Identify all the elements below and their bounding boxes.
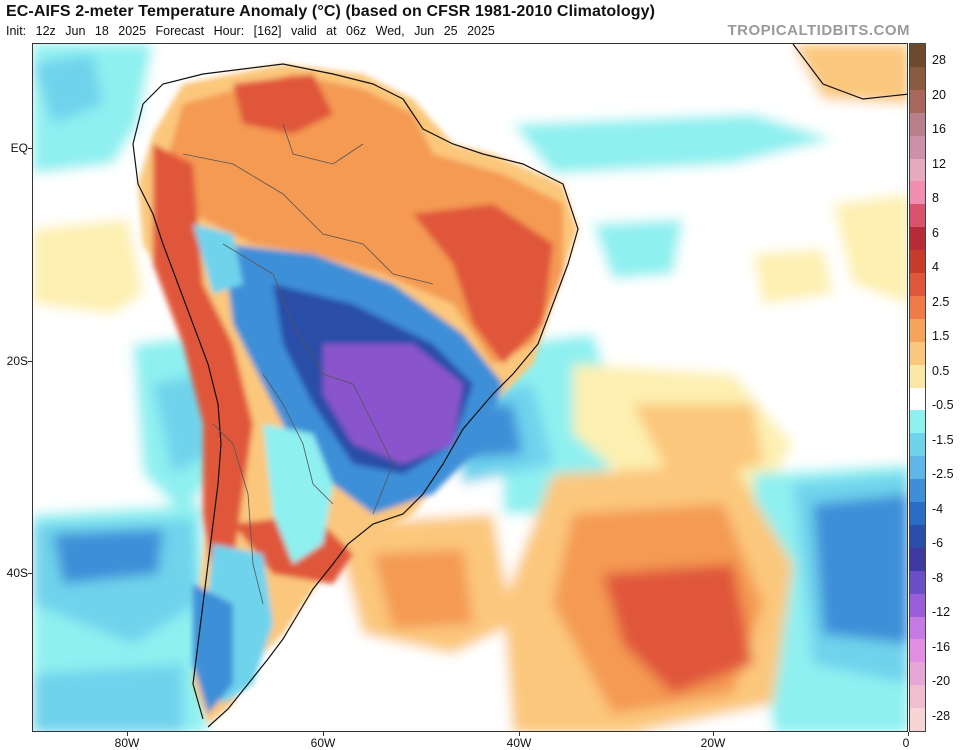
- colorbar-swatch: [910, 571, 925, 595]
- colorbar-swatch: [910, 113, 925, 137]
- lat-tick: [28, 148, 32, 149]
- colorbar-swatch: [910, 250, 925, 274]
- lat-tick: [28, 361, 32, 362]
- colorbar-swatch: [910, 44, 925, 68]
- anomaly-map-canvas: [33, 44, 908, 732]
- colorbar-swatch: [910, 410, 925, 434]
- colorbar-swatch: [910, 296, 925, 320]
- colorbar-label: 0.5: [932, 364, 949, 378]
- colorbar-swatch: [910, 708, 925, 732]
- colorbar-label: 8: [932, 191, 939, 205]
- colorbar-swatch: [910, 227, 925, 251]
- colorbar-label: -16: [932, 640, 950, 654]
- colorbar-label: -1.5: [932, 433, 954, 447]
- colorbar-swatch: [910, 548, 925, 572]
- forecast-info: Init: 12z Jun 18 2025 Forecast Hour: [16…: [6, 24, 495, 38]
- colorbar-swatch: [910, 685, 925, 709]
- colorbar-swatch: [910, 617, 925, 641]
- map-title: EC-AIFS 2-meter Temperature Anomaly (°C)…: [6, 3, 655, 21]
- lat-tick: [28, 573, 32, 574]
- colorbar-label: 4: [932, 260, 939, 274]
- lon-label-80w: 80W: [115, 736, 140, 750]
- watermark: TROPICALTIDBITS.COM: [727, 22, 910, 39]
- colorbar-label: 12: [932, 157, 946, 171]
- colorbar-label: 16: [932, 122, 946, 136]
- colorbar-swatch: [910, 136, 925, 160]
- lon-label-20w: 20W: [701, 736, 726, 750]
- colorbar-label: 28: [932, 53, 946, 67]
- colorbar-label: -6: [932, 536, 943, 550]
- colorbar-swatch: [910, 90, 925, 114]
- colorbar-swatch: [910, 204, 925, 228]
- colorbar-label: -28: [932, 709, 950, 723]
- colorbar-swatch: [910, 342, 925, 366]
- colorbar-label: -12: [932, 605, 950, 619]
- lon-label-0: 0: [903, 736, 910, 750]
- colorbar-label: -0.5: [932, 398, 954, 412]
- colorbar-swatch: [910, 67, 925, 91]
- colorbar-swatch: [910, 365, 925, 389]
- colorbar-label: -2.5: [932, 467, 954, 481]
- lon-label-40w: 40W: [507, 736, 532, 750]
- lon-label-60w: 60W: [311, 736, 336, 750]
- colorbar: [909, 43, 926, 732]
- colorbar-swatch: [910, 639, 925, 663]
- colorbar-swatch: [910, 456, 925, 480]
- colorbar-swatch: [910, 273, 925, 297]
- lat-label-20s: 20S: [2, 354, 28, 368]
- colorbar-label: 2.5: [932, 295, 949, 309]
- colorbar-label: -4: [932, 502, 943, 516]
- colorbar-label: 6: [932, 226, 939, 240]
- colorbar-swatch: [910, 159, 925, 183]
- colorbar-label: 1.5: [932, 329, 949, 343]
- colorbar-swatch: [910, 181, 925, 205]
- lat-label-40s: 40S: [2, 566, 28, 580]
- colorbar-swatch: [910, 433, 925, 457]
- colorbar-swatch: [910, 662, 925, 686]
- colorbar-swatch: [910, 525, 925, 549]
- colorbar-swatch: [910, 502, 925, 526]
- colorbar-label: -8: [932, 571, 943, 585]
- colorbar-swatch: [910, 479, 925, 503]
- colorbar-swatch: [910, 594, 925, 618]
- anomaly-map[interactable]: [32, 43, 908, 732]
- colorbar-swatch: [910, 319, 925, 343]
- colorbar-label: -20: [932, 674, 950, 688]
- colorbar-swatch: [910, 388, 925, 412]
- colorbar-label: 20: [932, 88, 946, 102]
- lat-label-eq: EQ: [2, 141, 28, 155]
